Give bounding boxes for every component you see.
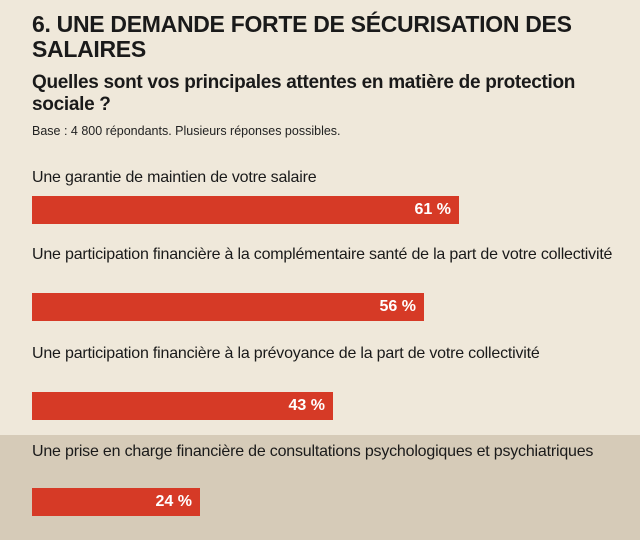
bar: 24 % (32, 488, 200, 516)
chart-title: 6. UNE DEMANDE FORTE DE SÉCURISATION DES… (32, 11, 572, 62)
bar-item: Une prise en charge financière de consul… (32, 442, 622, 516)
bar: 56 % (32, 293, 424, 321)
bar: 61 % (32, 196, 459, 224)
bar-item: Une participation financière à la prévoy… (32, 344, 622, 420)
bar-label: Une participation financière à la complé… (32, 246, 613, 263)
bar-item: Une garantie de maintien de votre salair… (32, 168, 622, 224)
bar-value-label: 61 % (414, 201, 451, 218)
bar-label: Une prise en charge financière de consul… (32, 443, 594, 460)
bar: 43 % (32, 392, 333, 420)
chart-question: Quelles sont vos principales attentes en… (32, 72, 576, 115)
bar-value-label: 24 % (155, 493, 192, 510)
bar-label: Une garantie de maintien de votre salair… (32, 169, 317, 186)
base-note: Base : 4 800 répondants. Plusieurs répon… (32, 124, 341, 138)
bar-item: Une participation financière à la complé… (32, 245, 622, 321)
bar-value-label: 43 % (288, 397, 325, 414)
bar-label: Une participation financière à la prévoy… (32, 345, 540, 362)
highlight-band (0, 435, 640, 540)
bar-value-label: 56 % (379, 298, 416, 315)
